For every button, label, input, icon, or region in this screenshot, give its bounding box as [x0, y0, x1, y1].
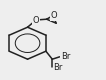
Text: O: O: [33, 16, 39, 24]
Text: Br: Br: [61, 52, 70, 61]
Text: Br: Br: [53, 63, 63, 72]
Text: O: O: [51, 11, 57, 20]
